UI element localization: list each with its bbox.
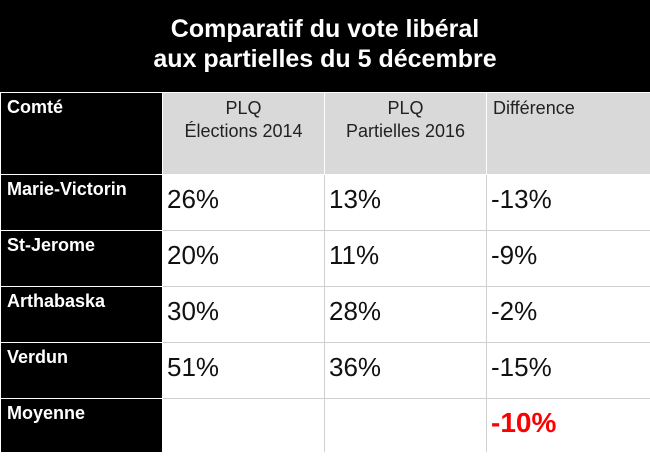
header-elections-2014-line1: PLQ [225, 98, 262, 118]
cell-difference: -2% [486, 286, 650, 343]
header-partielles-2016: PLQ Partielles 2016 [324, 92, 487, 175]
cell-difference: -15% [486, 342, 650, 399]
average-elections-2014 [162, 398, 325, 453]
cell-partielles-2016: 13% [324, 174, 487, 231]
average-row: Moyenne -10% [0, 398, 650, 453]
cell-partielles-2016: 36% [324, 342, 487, 399]
table-row: Marie-Victorin 26% 13% -13% [0, 174, 650, 231]
header-row: Comté PLQ Élections 2014 PLQ Partielles … [0, 92, 650, 175]
header-partielles-2016-line2: Partielles 2016 [345, 121, 466, 141]
table-row: St-Jerome 20% 11% -9% [0, 230, 650, 287]
table-row: Verdun 51% 36% -15% [0, 342, 650, 399]
cell-elections-2014: 20% [162, 230, 325, 287]
row-county: Marie-Victorin [0, 174, 163, 231]
header-partielles-2016-line1: PLQ [387, 98, 424, 118]
cell-elections-2014: 26% [162, 174, 325, 231]
cell-difference: -9% [486, 230, 650, 287]
row-county: Verdun [0, 342, 163, 399]
cell-partielles-2016: 11% [324, 230, 487, 287]
title-line-2: aux partielles du 5 décembre [153, 45, 497, 73]
header-difference: Différence [486, 92, 650, 175]
table-figure: Comparatif du vote libéral aux partielle… [0, 0, 650, 453]
title-banner: Comparatif du vote libéral aux partielle… [0, 0, 650, 92]
row-county: St-Jerome [0, 230, 163, 287]
cell-elections-2014: 51% [162, 342, 325, 399]
row-county: Arthabaska [0, 286, 163, 343]
table-row: Arthabaska 30% 28% -2% [0, 286, 650, 343]
average-difference: -10% [486, 398, 650, 453]
cell-elections-2014: 30% [162, 286, 325, 343]
cell-difference: -13% [486, 174, 650, 231]
header-elections-2014-line2: Élections 2014 [184, 121, 303, 141]
comparison-table: Comté PLQ Élections 2014 PLQ Partielles … [0, 92, 650, 453]
title-line-1: Comparatif du vote libéral [170, 15, 480, 43]
bottom-margin [0, 452, 650, 468]
cell-partielles-2016: 28% [324, 286, 487, 343]
average-label: Moyenne [0, 398, 163, 453]
average-partielles-2016 [324, 398, 487, 453]
header-county: Comté [0, 92, 163, 175]
header-elections-2014: PLQ Élections 2014 [162, 92, 325, 175]
